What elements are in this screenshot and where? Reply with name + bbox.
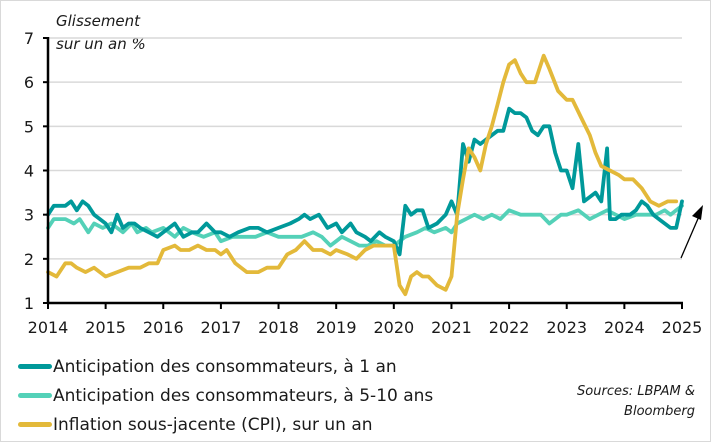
legend-swatch-5-10yr bbox=[18, 393, 52, 398]
y-tick-label: 5 bbox=[24, 117, 34, 136]
series-line-core-cpi bbox=[46, 53, 679, 297]
y-tick-label: 7 bbox=[24, 29, 34, 48]
arrow-head-icon bbox=[692, 205, 703, 220]
x-tick-label: 2024 bbox=[604, 318, 645, 337]
y-tick-label: 4 bbox=[24, 162, 34, 181]
y-tick-label: 6 bbox=[24, 73, 34, 92]
source-line-2: Bloomberg bbox=[624, 404, 695, 419]
y-tick-label: 3 bbox=[24, 206, 34, 225]
x-tick-label: 2021 bbox=[431, 318, 472, 337]
legend-swatch-core-cpi bbox=[18, 422, 52, 427]
series-line-5-10yr bbox=[46, 203, 684, 248]
x-tick-label: 2014 bbox=[28, 318, 69, 337]
x-tick-label: 2019 bbox=[316, 318, 357, 337]
x-tick-label: 2023 bbox=[546, 318, 587, 337]
arrow-shaft bbox=[680, 213, 701, 259]
tick-labels: 1 2 3 4 5 6 7 2014 2015 2016 2017 2018 2019 2020 2021 2… bbox=[24, 29, 703, 337]
legend-label-5-10yr: Anticipation des consommateurs, à 5-10 a… bbox=[53, 385, 434, 406]
x-tick-label: 2017 bbox=[201, 318, 242, 337]
x-tick-label: 2025 bbox=[662, 318, 703, 337]
y-tick-label: 1 bbox=[24, 294, 34, 313]
annotation-arrow bbox=[680, 205, 703, 259]
y-axis-title-line-2: sur un an % bbox=[56, 35, 146, 53]
y-axis-title-line-1: Glissement bbox=[56, 12, 141, 30]
axes bbox=[43, 37, 683, 309]
x-tick-label: 2020 bbox=[373, 318, 414, 337]
source-line-1: Sources: LBPAM & bbox=[577, 384, 695, 399]
y-axis-title: Glissement sur un an % bbox=[56, 10, 146, 56]
x-tick-label: 2015 bbox=[85, 318, 126, 337]
x-tick-label: 2022 bbox=[489, 318, 530, 337]
source-note: Sources: LBPAM & Bloomberg bbox=[577, 382, 695, 422]
legend-label-core-cpi: Inflation sous-jacente (CPI), sur un an bbox=[53, 414, 373, 435]
series-group bbox=[46, 53, 684, 297]
legend-item-core-cpi: Inflation sous-jacente (CPI), sur un an bbox=[18, 410, 433, 439]
x-tick-label: 2018 bbox=[258, 318, 299, 337]
legend-swatch-1yr bbox=[18, 364, 52, 369]
legend-label-1yr: Anticipation des consommateurs, à 1 an bbox=[53, 356, 397, 377]
legend: Anticipation des consommateurs, à 1 an A… bbox=[18, 352, 433, 439]
legend-item-5-10yr: Anticipation des consommateurs, à 5-10 a… bbox=[18, 381, 433, 410]
x-tick-label: 2016 bbox=[143, 318, 184, 337]
gridlines bbox=[48, 37, 682, 260]
legend-item-1yr: Anticipation des consommateurs, à 1 an bbox=[18, 352, 433, 381]
series-line-1yr bbox=[46, 106, 684, 257]
y-tick-label: 2 bbox=[24, 250, 34, 269]
